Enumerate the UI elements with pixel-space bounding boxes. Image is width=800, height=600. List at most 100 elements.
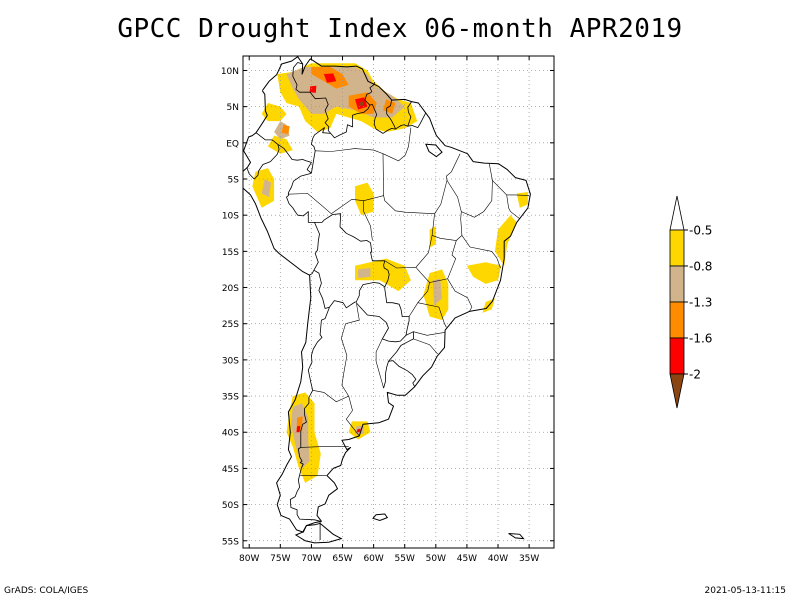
- country-border: [314, 213, 390, 287]
- map-gridlines: [243, 56, 554, 548]
- country-border: [407, 112, 427, 128]
- state-border: [413, 338, 438, 355]
- map-outlines: [243, 56, 531, 544]
- country-border: [356, 288, 410, 343]
- lat-tick-label: 30S: [222, 356, 239, 366]
- drought-area: [355, 258, 411, 292]
- legend-label: -0.8: [689, 260, 712, 274]
- island-outline: [508, 533, 525, 540]
- lat-tick-label: 10N: [221, 67, 239, 77]
- state-border: [417, 302, 447, 328]
- state-border: [287, 193, 332, 214]
- lat-tick-label: 10S: [222, 212, 239, 222]
- country-border: [383, 331, 414, 389]
- drought-area: [466, 262, 502, 284]
- drought-area: [261, 179, 271, 198]
- legend-swatch: [669, 265, 685, 303]
- island-outline: [425, 143, 443, 158]
- drought-shading: [252, 63, 528, 483]
- legend-label: -2: [689, 368, 701, 382]
- country-border: [289, 306, 330, 522]
- state-border: [492, 180, 530, 196]
- state-border: [340, 301, 360, 397]
- map-frame: [242, 55, 555, 549]
- country-border: [277, 143, 312, 174]
- state-border: [331, 198, 373, 241]
- state-border: [461, 163, 493, 218]
- lon-tick-label: 60W: [363, 554, 383, 564]
- drought-area: [358, 268, 371, 279]
- drought-area: [323, 73, 337, 83]
- drought-area: [309, 85, 317, 93]
- footer-credit: GrADS: COLA/IGES: [4, 586, 89, 596]
- legend-swatch: [669, 229, 685, 267]
- coastline: [243, 56, 531, 533]
- page-title: GPCC Drought Index 06-month APR2019: [117, 14, 683, 44]
- lat-tick-label: 50S: [222, 501, 239, 511]
- lon-tick-label: 45W: [457, 554, 477, 564]
- drought-area: [296, 425, 301, 433]
- drought-area: [359, 101, 363, 106]
- country-border: [310, 127, 331, 174]
- country-border: [330, 81, 376, 139]
- legend-label: -0.5: [689, 224, 712, 238]
- country-border: [292, 62, 332, 134]
- legend-label: -1.6: [689, 332, 712, 346]
- island-outline: [294, 522, 343, 544]
- lat-tick-label: 5S: [228, 176, 240, 186]
- lon-tick-label: 50W: [426, 554, 446, 564]
- lat-tick-label: 55S: [222, 537, 239, 547]
- footer-timestamp: 2021-05-13-11:15: [704, 586, 787, 596]
- drought-area: [429, 226, 436, 248]
- state-border: [413, 331, 445, 336]
- lon-tick-label: 40W: [488, 554, 508, 564]
- lon-tick-label: 75W: [270, 554, 290, 564]
- lon-tick-label: 65W: [332, 554, 352, 564]
- lon-tick-label: 35W: [519, 554, 539, 564]
- state-border: [384, 260, 416, 269]
- legend-arrow-bottom: [669, 373, 685, 409]
- state-border: [312, 390, 349, 403]
- legend-swatch: [669, 301, 685, 339]
- lat-tick-label: 45S: [222, 465, 239, 475]
- state-border: [434, 153, 461, 214]
- lat-tick-label: 20S: [222, 284, 239, 294]
- country-border: [286, 172, 315, 223]
- lat-tick-label: 15S: [222, 248, 239, 258]
- drought-area: [281, 124, 290, 135]
- drought-area: [516, 192, 528, 208]
- drought-area: [355, 182, 374, 216]
- state-border: [300, 446, 349, 448]
- state-border: [408, 282, 430, 317]
- state-border: [363, 195, 384, 201]
- state-border: [375, 338, 384, 389]
- state-border: [461, 235, 501, 269]
- state-border: [447, 278, 473, 312]
- country-border: [386, 100, 412, 130]
- state-border: [382, 153, 435, 214]
- country-border: [308, 222, 320, 276]
- lat-tick-label: 25S: [222, 320, 239, 330]
- state-border: [506, 194, 520, 220]
- drought-area: [290, 403, 310, 469]
- lat-tick-label: 35S: [222, 393, 239, 403]
- lat-tick-label: 40S: [222, 429, 239, 439]
- state-border: [345, 396, 360, 437]
- drought-area: [356, 428, 361, 433]
- island-outline: [372, 513, 389, 522]
- legend-arrow-top: [669, 195, 685, 231]
- lat-tick-label: 5N: [227, 103, 239, 113]
- country-border: [246, 132, 280, 180]
- country-border: [388, 360, 417, 387]
- legend-swatch: [669, 337, 685, 375]
- country-border: [369, 104, 396, 134]
- lat-tick-label: EQ: [226, 139, 239, 149]
- country-border: [313, 269, 386, 309]
- legend-label: -1.3: [689, 296, 712, 310]
- color-legend: -0.5 -0.8 -1.3 -1.6 -2: [669, 195, 712, 409]
- lon-tick-label: 55W: [395, 554, 415, 564]
- axis-ticks: 10N 5N EQ 5S 10S 15S 20S 25S 30S 35S 40S 45S 50S 55S8…: [221, 56, 554, 564]
- lon-tick-label: 70W: [301, 554, 321, 564]
